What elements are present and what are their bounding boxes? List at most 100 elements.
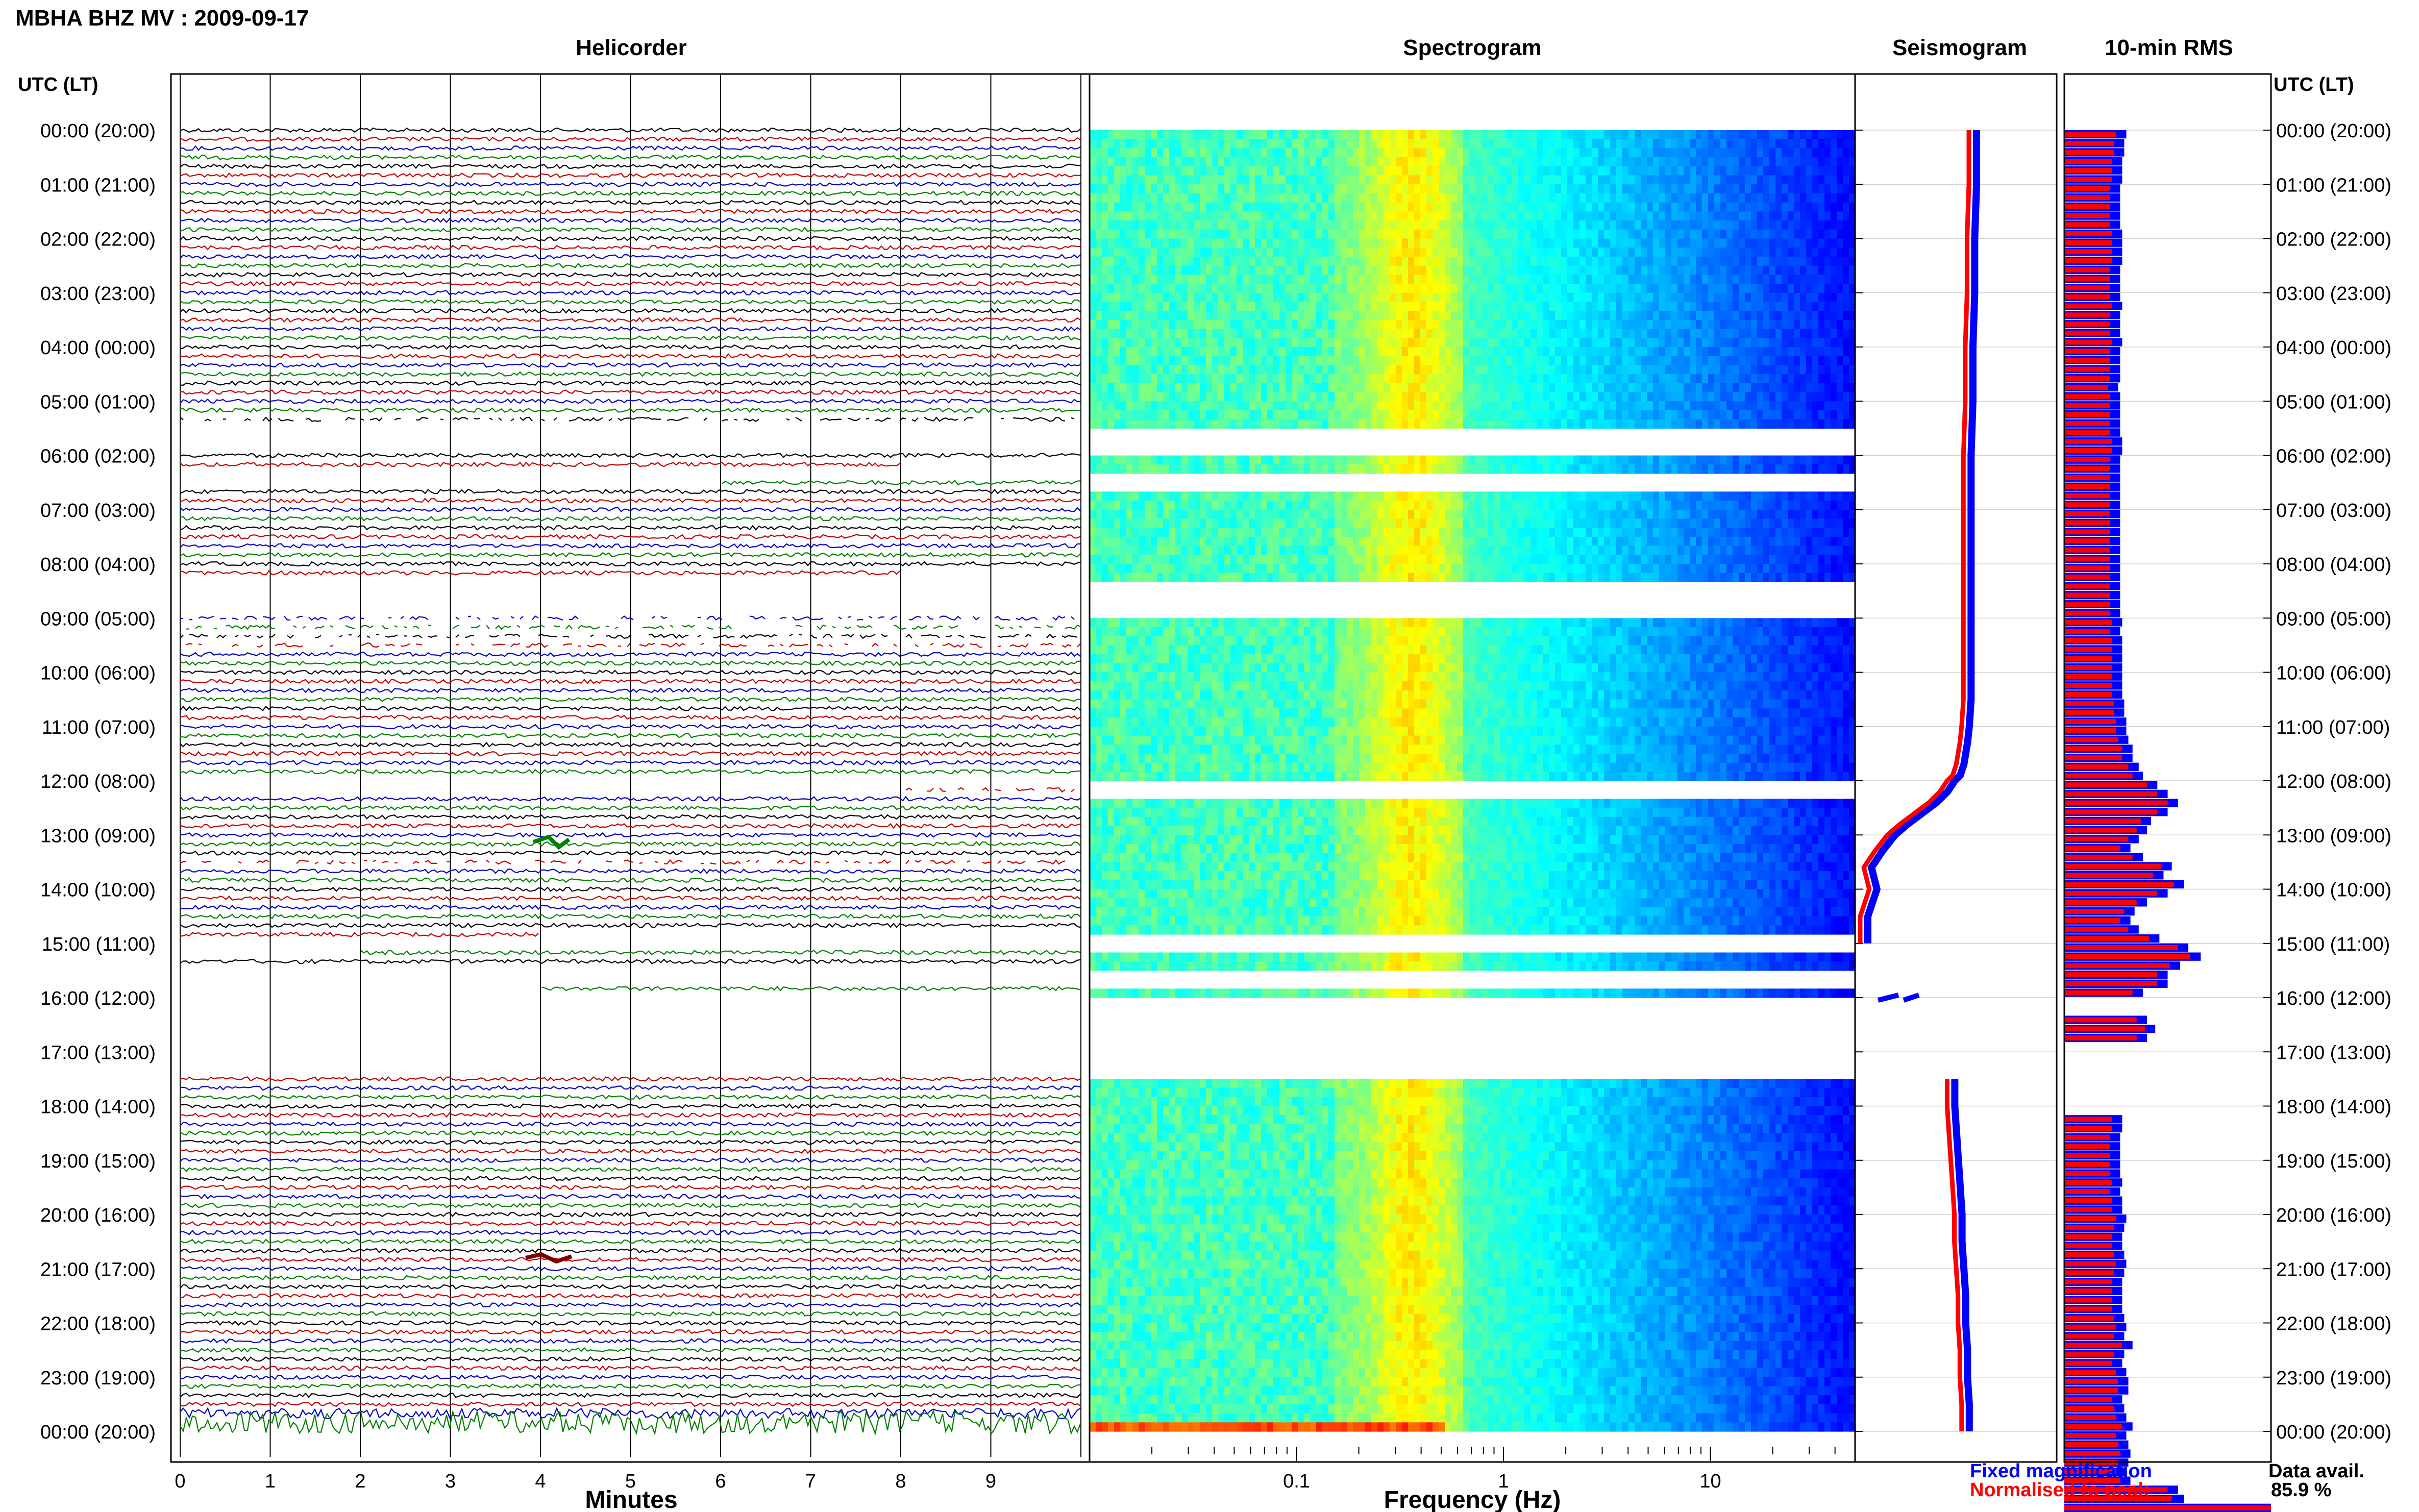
spectrogram-cell (1230, 157, 1237, 167)
spectrogram-cell (1500, 265, 1507, 275)
spectrogram-cell (1445, 401, 1451, 411)
spectrogram-cell (1757, 139, 1764, 148)
spectrogram-cell (1463, 220, 1470, 230)
spectrogram-cell (1775, 229, 1782, 239)
spectrogram-cell (1408, 157, 1415, 167)
helicorder-trace (180, 1130, 1081, 1136)
spectrogram-cell (1788, 501, 1794, 510)
spectrogram-cell (1206, 347, 1213, 357)
spectrogram-cell (1151, 247, 1157, 257)
spectrogram-cell (1120, 184, 1127, 194)
spectrogram-cell (1500, 247, 1507, 257)
spectrogram-cell (1224, 193, 1231, 203)
spectrogram-cell (1200, 356, 1206, 365)
spectrogram-cell (1255, 175, 1262, 185)
spectrogram-cell (1641, 292, 1647, 303)
spectrogram-cell (1267, 238, 1274, 248)
spectrogram-cell (1402, 392, 1409, 402)
spectrogram-cell (1335, 509, 1341, 519)
spectrogram-cell (1249, 509, 1255, 519)
spectrogram-cell (1194, 410, 1200, 420)
spectrogram-cell (1635, 356, 1641, 365)
spectrogram-cell (1690, 419, 1696, 429)
spectrogram-cell (1616, 410, 1623, 420)
spectrogram-cell (1610, 365, 1617, 375)
spectrogram-cell (1543, 419, 1549, 429)
spectrogram-cell (1665, 401, 1672, 411)
spectrogram-cell (1714, 211, 1721, 221)
spectrogram-cell (1414, 193, 1421, 203)
spectrogram-cell (1151, 509, 1157, 519)
spectrogram-cell (1622, 292, 1629, 303)
spectrogram-cell (1292, 374, 1298, 384)
spectrogram-cell (1555, 356, 1562, 365)
spectrogram-cell (1812, 238, 1819, 248)
spectrogram-cell (1512, 220, 1519, 230)
spectrogram-cell (1824, 338, 1831, 348)
spectrogram-cell (1420, 518, 1427, 528)
spectrogram-cell (1579, 130, 1586, 140)
spectrogram-cell (1426, 256, 1433, 266)
spectrogram-cell (1665, 329, 1672, 338)
spectrogram-cell (1726, 374, 1733, 384)
spectrogram-cell (1831, 265, 1837, 275)
spectrogram-cell (1849, 175, 1856, 185)
spectrogram-cell (1757, 509, 1764, 519)
spectrogram-cell (1763, 347, 1770, 357)
spectrogram-cell (1757, 166, 1764, 176)
spectrogram-cell (1543, 175, 1549, 185)
spectrogram-cell (1328, 491, 1335, 501)
spectrogram-cell (1322, 130, 1329, 140)
spectrogram-cell (1359, 455, 1366, 465)
spectrogram-cell (1549, 256, 1556, 266)
spectrogram-cell (1365, 338, 1372, 348)
spectrogram-cell (1402, 365, 1409, 375)
spectrogram-cell (1628, 392, 1635, 402)
spectrogram-cell (1831, 202, 1837, 212)
spectrogram-cell (1445, 518, 1451, 528)
spectrogram-cell (1763, 501, 1770, 510)
spectrogram-cell (1628, 265, 1635, 275)
spectrogram-cell (1573, 193, 1580, 203)
spectrogram-cell (1163, 284, 1170, 293)
spectrogram-cell (1469, 509, 1476, 519)
spectrogram-cell (1396, 130, 1402, 140)
spectrogram-cell (1384, 238, 1390, 248)
spectrogram-cell (1488, 392, 1494, 402)
spectrogram-cell (1586, 211, 1592, 221)
spectrogram-cell (1341, 211, 1347, 221)
spectrogram-cell (1849, 410, 1856, 420)
spectrogram-cell (1714, 220, 1721, 230)
spectrogram-cell (1604, 184, 1611, 194)
spectrogram-cell (1769, 392, 1776, 402)
spectrogram-cell (1531, 518, 1537, 528)
spectrogram-cell (1549, 518, 1556, 528)
spectrogram-cell (1292, 211, 1298, 221)
spectrogram-cell (1163, 157, 1170, 167)
spectrogram-cell (1573, 175, 1580, 185)
spectrogram-cell (1622, 220, 1629, 230)
spectrogram-cell (1800, 292, 1807, 303)
spectrogram-cell (1157, 284, 1164, 293)
spectrogram-cell (1494, 392, 1500, 402)
spectrogram-cell (1475, 265, 1482, 275)
spectrogram-cell (1622, 184, 1629, 194)
spectrogram-cell (1610, 229, 1617, 239)
spectrogram-cell (1586, 329, 1592, 338)
spectrogram-cell (1469, 130, 1476, 140)
spectrogram-cell (1347, 184, 1353, 194)
spectrogram-cell (1549, 392, 1556, 402)
spectrogram-cell (1622, 148, 1629, 158)
spectrogram-cell (1628, 365, 1635, 375)
spectrogram-cell (1279, 184, 1286, 194)
spectrogram-cell (1537, 292, 1543, 303)
spectrogram-cell (1849, 247, 1856, 257)
spectrogram-cell (1659, 211, 1666, 221)
spectrogram-cell (1518, 211, 1525, 221)
spectrogram-cell (1420, 184, 1427, 194)
spectrogram-cell (1212, 275, 1219, 284)
spectrogram-cell (1837, 193, 1843, 203)
spectrogram-cell (1237, 347, 1243, 357)
spectrogram-cell (1390, 292, 1396, 303)
spectrogram-cell (1592, 139, 1598, 148)
